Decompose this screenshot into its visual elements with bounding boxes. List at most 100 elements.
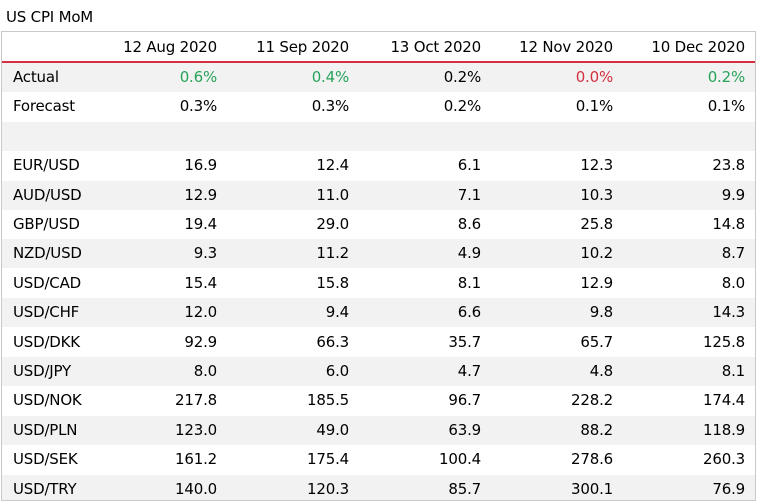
column-header: 11 Sep 2020 (256, 38, 349, 56)
table-cell: 217.8 (175, 391, 217, 410)
table-row: USD/JPY 8.0 6.0 4.7 4.8 8.1 (2, 357, 755, 386)
table-cell: 11.2 (316, 244, 349, 263)
table-cell: 0.3% (179, 97, 218, 116)
row-label: USD/CHF (13, 303, 80, 322)
table-cell: 14.8 (712, 215, 745, 233)
row-label: USD/NOK (13, 391, 82, 410)
table-cell: 4.7 (457, 362, 481, 380)
table-cell: 185.5 (307, 391, 349, 410)
table-cell: 0.6% (179, 68, 218, 86)
table-cell: 8.1 (721, 362, 745, 380)
table-cell: 8.6 (457, 215, 481, 233)
column-header: 10 Dec 2020 (651, 38, 745, 56)
table-cell: 92.9 (184, 332, 217, 351)
table-cell: 100.4 (439, 450, 481, 469)
table-cell: 8.0 (193, 362, 217, 380)
table-cell: 125.8 (703, 332, 745, 351)
table-cell: 35.7 (448, 332, 481, 351)
table-cell: 300.1 (571, 479, 613, 498)
table-cell: 10.2 (580, 244, 613, 263)
table-cell: 8.0 (721, 273, 745, 292)
table-cell: 123.0 (175, 420, 217, 439)
table-cell: 12.9 (580, 273, 613, 292)
table-cell: 66.3 (316, 332, 349, 351)
table-cell: 120.3 (307, 479, 349, 498)
table-cell: 88.2 (580, 420, 613, 439)
table-cell: 4.9 (457, 244, 481, 263)
table-cell: 12.4 (316, 156, 349, 175)
row-label: AUD/USD (13, 185, 82, 204)
header-row: 12 Aug 2020 11 Sep 2020 13 Oct 2020 12 Nov … (2, 32, 755, 63)
table-row: USD/SEK 161.2 175.4 100.4 278.6 260.3 (2, 445, 755, 474)
table-cell: 29.0 (316, 215, 349, 233)
row-label: Actual (13, 68, 59, 86)
table-cell: 65.7 (580, 332, 613, 351)
table-cell: 118.9 (703, 420, 745, 439)
table-cell: 6.1 (457, 156, 481, 175)
row-label: USD/PLN (13, 420, 78, 439)
column-header: 12 Nov 2020 (519, 38, 613, 56)
row-label: USD/CAD (13, 273, 81, 292)
table-row: USD/CAD 15.4 15.8 8.1 12.9 8.0 (2, 269, 755, 298)
table-cell: 161.2 (175, 450, 217, 469)
table-cell: 8.7 (721, 244, 745, 263)
table-cell: 10.3 (580, 185, 613, 204)
table-cell: 278.6 (571, 450, 613, 469)
table-cell: 76.9 (712, 479, 745, 498)
table-cell: 0.2% (707, 68, 746, 86)
table-cell: 0.2% (443, 97, 482, 116)
table-cell: 14.3 (712, 303, 745, 322)
table-cell: 9.4 (325, 303, 349, 322)
table-cell: 175.4 (307, 450, 349, 469)
row-label: USD/DKK (13, 332, 80, 351)
table-cell: 4.8 (589, 362, 613, 380)
table-row: USD/DKK 92.9 66.3 35.7 65.7 125.8 (2, 328, 755, 357)
table-cell: 6.6 (457, 303, 481, 322)
table-row: USD/CHF 12.0 9.4 6.6 9.8 14.3 (2, 298, 755, 328)
row-label: USD/TRY (13, 479, 77, 498)
table-cell: 9.8 (589, 303, 613, 322)
table-cell: 85.7 (448, 479, 481, 498)
table-cell: 0.0% (575, 68, 614, 86)
table-cell: 174.4 (703, 391, 745, 410)
table-cell: 19.4 (184, 215, 217, 233)
table-cell: 12.0 (184, 303, 217, 322)
table-cell: 9.3 (193, 244, 217, 263)
table-cell: 0.4% (311, 68, 350, 86)
table-cell: 25.8 (580, 215, 613, 233)
table-cell: 8.1 (457, 273, 481, 292)
cpi-table: 12 Aug 2020 11 Sep 2020 13 Oct 2020 12 Nov … (1, 31, 756, 501)
table-cell: 23.8 (712, 156, 745, 175)
table-cell: 16.9 (184, 156, 217, 175)
row-label: EUR/USD (13, 156, 80, 175)
table-cell: 260.3 (703, 450, 745, 469)
table-title: US CPI MoM (6, 8, 94, 26)
row-label: USD/SEK (13, 450, 78, 469)
table-cell: 15.8 (316, 273, 349, 292)
table-cell: 0.3% (311, 97, 350, 116)
table-cell: 0.1% (575, 97, 614, 116)
row-label: NZD/USD (13, 244, 82, 263)
table-cell: 96.7 (448, 391, 481, 410)
table-cell: 9.9 (721, 185, 745, 204)
table-cell: 49.0 (316, 420, 349, 439)
row-label: Forecast (13, 97, 75, 116)
table-cell: 12.9 (184, 185, 217, 204)
column-header: 13 Oct 2020 (390, 38, 481, 56)
table-cell: 140.0 (175, 479, 217, 498)
table-row: USD/TRY 140.0 120.3 85.7 300.1 76.9 (2, 474, 755, 500)
table-cell: 0.2% (443, 68, 482, 86)
table-cell: 7.1 (457, 185, 481, 204)
table-row: Actual 0.6% 0.4% 0.2% 0.0% 0.2% (2, 63, 755, 92)
column-header: 12 Aug 2020 (123, 38, 217, 56)
spacer-row (2, 121, 755, 151)
row-label: GBP/USD (13, 215, 80, 233)
table-row: USD/NOK 217.8 185.5 96.7 228.2 174.4 (2, 386, 755, 415)
row-label: USD/JPY (13, 362, 72, 380)
table-cell: 228.2 (571, 391, 613, 410)
table-row: GBP/USD 19.4 29.0 8.6 25.8 14.8 (2, 210, 755, 239)
table-cell: 11.0 (316, 185, 349, 204)
table-cell: 15.4 (184, 273, 217, 292)
table-cell: 0.1% (707, 97, 746, 116)
